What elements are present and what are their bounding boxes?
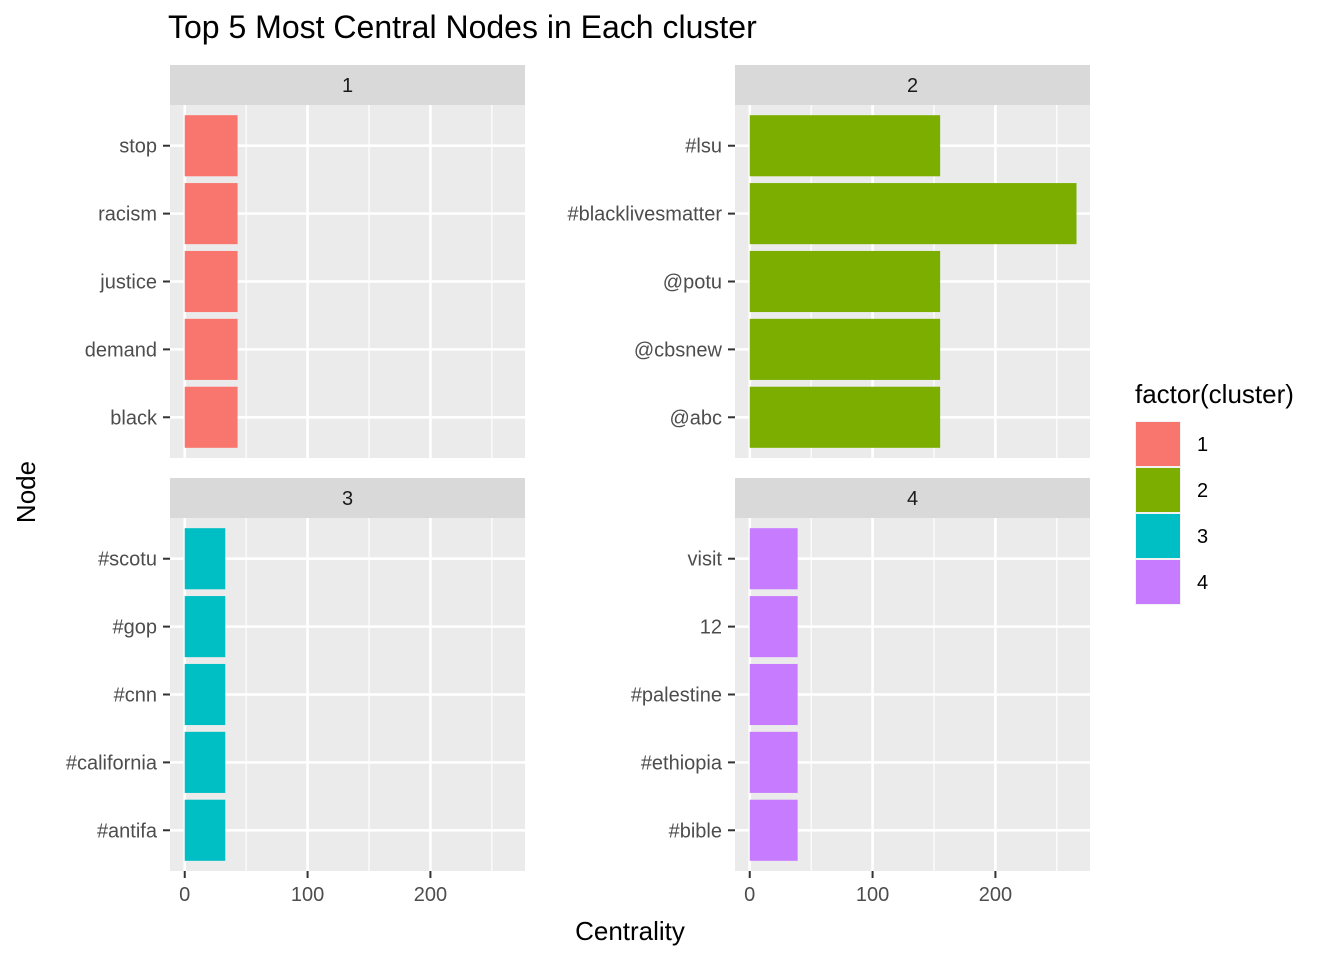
legend-swatch — [1136, 560, 1180, 604]
y-tick-label: #antifa — [97, 820, 158, 842]
chart-title: Top 5 Most Central Nodes in Each cluster — [168, 9, 757, 45]
legend-item-3: 3 — [1135, 513, 1208, 559]
legend-swatch — [1136, 468, 1180, 512]
facet-strip — [170, 478, 525, 518]
bar — [749, 115, 941, 177]
legend-label: 1 — [1197, 434, 1208, 456]
bar — [749, 596, 798, 658]
facet-panel-2: 2 #lsu #blacklivesmatter @potu @cbsnew @abc — [567, 65, 1090, 458]
facet-strip-label: 2 — [907, 75, 918, 97]
legend: factor(cluster) 1 2 3 4 — [1135, 379, 1294, 605]
bar — [749, 250, 941, 313]
x-tick-label: 200 — [414, 884, 447, 906]
y-tick-label: #gop — [113, 617, 158, 639]
bar — [184, 318, 238, 380]
y-tick-label: #cnn — [114, 685, 157, 707]
bar — [749, 386, 941, 448]
x-tick-label: 100 — [856, 884, 889, 906]
bar — [184, 386, 238, 448]
legend-item-4: 4 — [1135, 559, 1208, 605]
y-tick-label: @abc — [669, 407, 722, 429]
legend-title: factor(cluster) — [1135, 379, 1294, 409]
legend-item-2: 2 — [1135, 467, 1208, 513]
facet-panel-4: 4 visit 12 #palestine #ethiopia #bible 0 100 200 — [631, 478, 1090, 906]
bar — [184, 183, 238, 245]
x-tick-label: 0 — [744, 884, 755, 906]
y-tick-label: black — [110, 407, 158, 429]
facet-strip — [735, 65, 1090, 105]
y-tick-label: #scotu — [98, 549, 157, 571]
y-tick-label: #bible — [669, 820, 722, 842]
facet-strip-label: 1 — [342, 75, 353, 97]
facet-strip — [735, 478, 1090, 518]
y-tick-label: @potu — [663, 272, 722, 294]
legend-label: 3 — [1197, 526, 1208, 548]
y-tick-label: #ethiopia — [641, 752, 723, 774]
x-tick-label: 100 — [291, 884, 324, 906]
bar — [749, 183, 1077, 245]
facet-strip-label: 4 — [907, 488, 918, 510]
legend-label: 2 — [1197, 480, 1208, 502]
bar — [749, 528, 798, 590]
x-tick-label: 200 — [979, 884, 1012, 906]
legend-item-1: 1 — [1135, 421, 1208, 467]
x-axis-title: Centrality — [575, 916, 685, 946]
bar — [184, 596, 226, 658]
bar — [184, 250, 238, 313]
bar — [749, 799, 798, 861]
y-tick-label: visit — [688, 549, 723, 571]
bar — [184, 528, 226, 590]
facet-panel-1: 1 stop racism justice demand black — [85, 65, 525, 458]
y-tick-label: #palestine — [631, 685, 722, 707]
legend-swatch — [1136, 422, 1180, 466]
y-axis-title: Node — [11, 461, 41, 523]
facet-strip-label: 3 — [342, 488, 353, 510]
y-tick-label: stop — [119, 136, 157, 158]
facet-panel-3: 3 #scotu #gop #cnn #california #antifa 0 100 200 — [66, 478, 525, 906]
bar — [184, 799, 226, 861]
y-tick-label: #lsu — [685, 136, 722, 158]
y-tick-label: 12 — [700, 617, 722, 639]
facet-strip — [170, 65, 525, 105]
bar — [184, 115, 238, 177]
legend-label: 4 — [1197, 572, 1208, 594]
y-tick-label: #california — [66, 752, 158, 774]
y-tick-label: @cbsnew — [634, 339, 723, 361]
y-tick-label: demand — [85, 339, 157, 361]
y-tick-label: racism — [98, 204, 157, 226]
bar — [184, 731, 226, 793]
bar — [749, 318, 941, 380]
bar — [749, 663, 798, 726]
bar — [749, 731, 798, 793]
x-tick-label: 0 — [179, 884, 190, 906]
facet-panels: 1 stop racism justice demand black 2 #lsu #black… — [66, 65, 1090, 906]
y-tick-label: justice — [99, 272, 157, 294]
y-tick-label: #blacklivesmatter — [567, 204, 722, 226]
bar — [184, 663, 226, 726]
legend-swatch — [1136, 514, 1180, 558]
